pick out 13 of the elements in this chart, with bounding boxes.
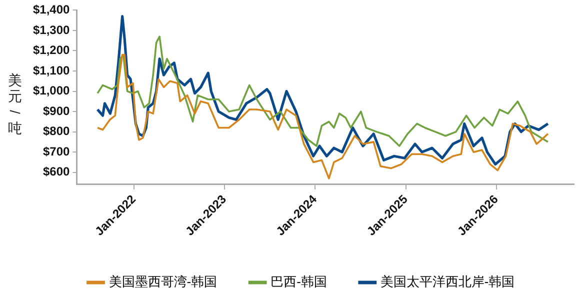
legend-label: 美国墨西哥湾-韩国 bbox=[108, 274, 218, 290]
y-tick-label: $800 bbox=[43, 124, 70, 138]
y-tick-label: $900 bbox=[43, 104, 70, 118]
y-tick-label: $600 bbox=[43, 164, 70, 179]
y-tick-label: $1,300 bbox=[33, 22, 70, 37]
y-tick-label: $1,400 bbox=[33, 2, 70, 17]
y-tick-label: $1,200 bbox=[33, 43, 70, 58]
y-tick-label: $1,100 bbox=[33, 63, 70, 78]
y-tick-label: $700 bbox=[43, 144, 70, 158]
legend-label: 美国太平洋西北岸-韩国 bbox=[380, 274, 515, 290]
y-tick-label: $1,000 bbox=[33, 84, 70, 98]
legend-label: 巴西-韩国 bbox=[270, 274, 327, 290]
y-axis-title: 美元/吨 bbox=[6, 72, 24, 136]
